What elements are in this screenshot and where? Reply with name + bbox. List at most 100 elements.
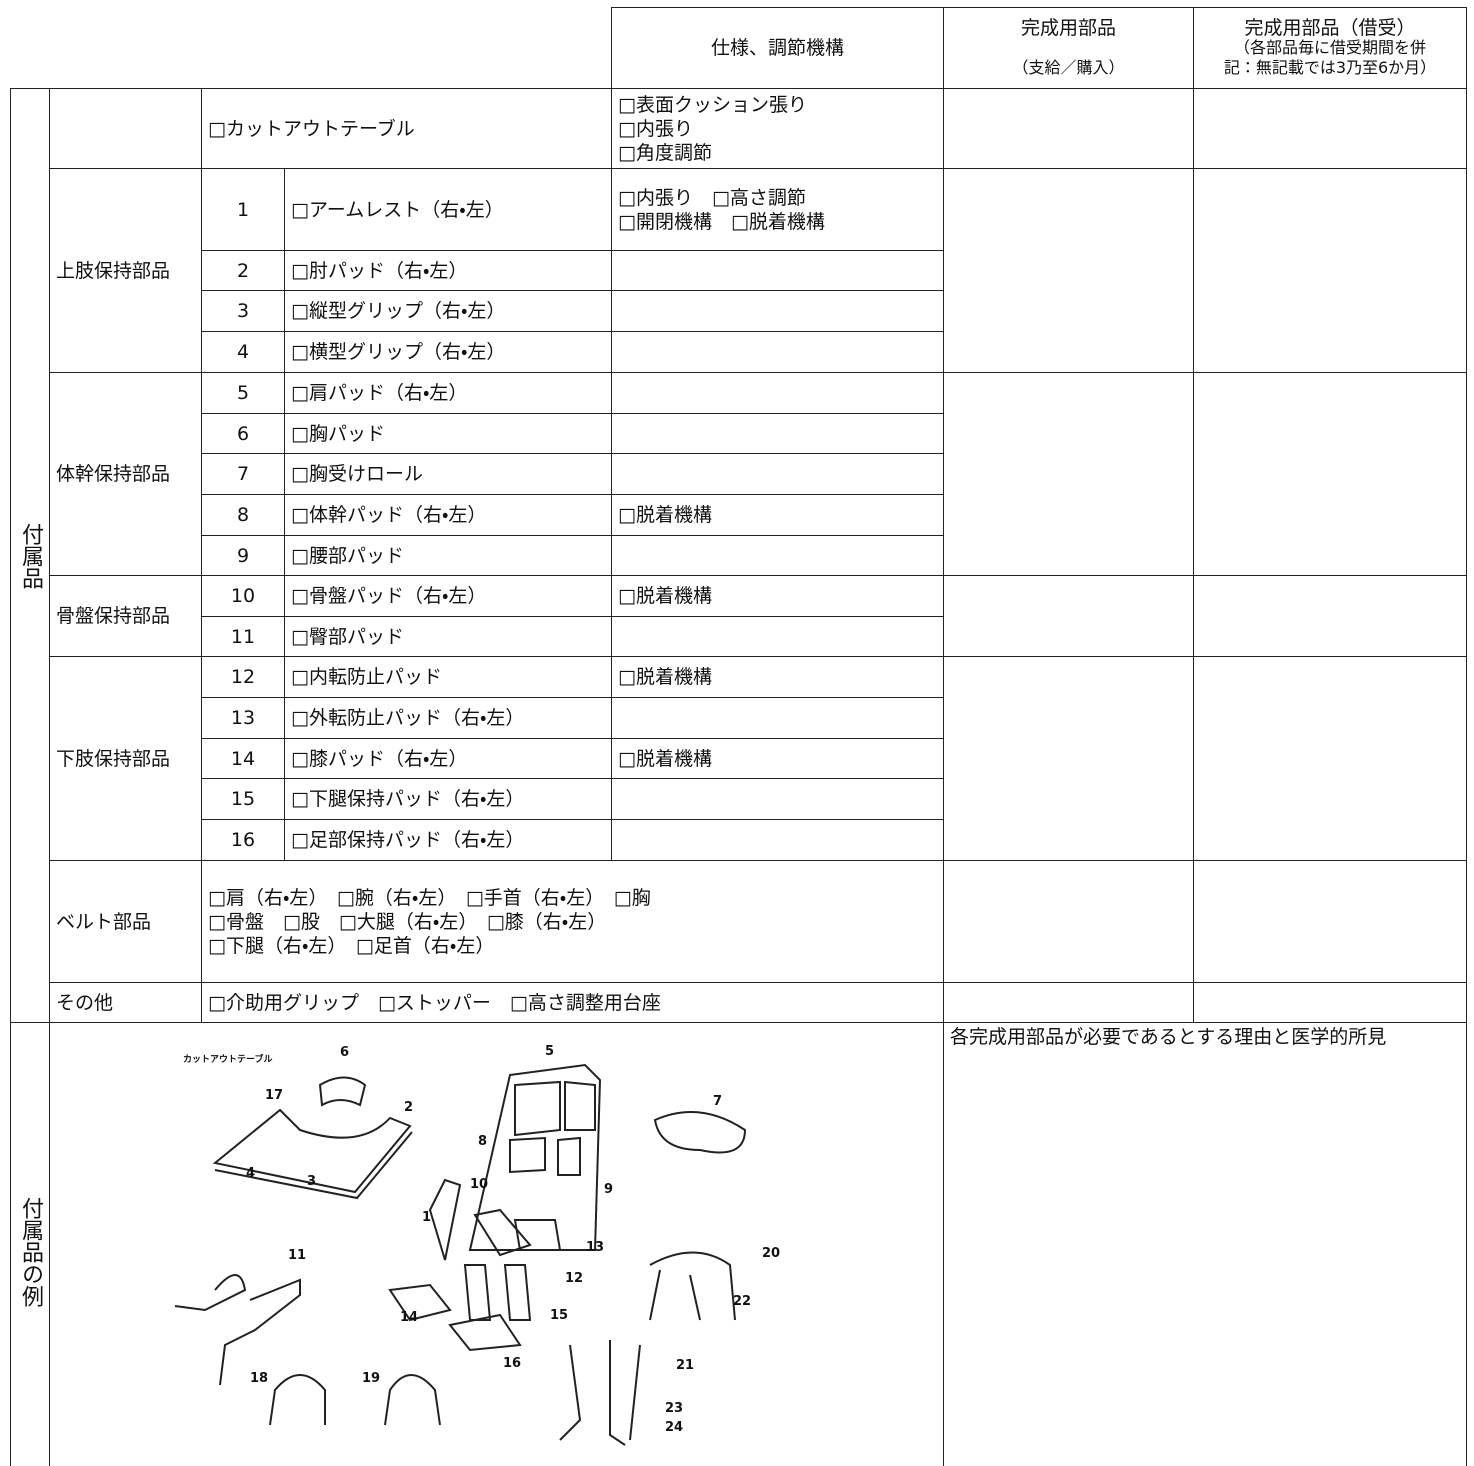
cell — [1193, 982, 1467, 1023]
group-name: 体幹保持部品 — [49, 372, 202, 576]
cell-text: □カットアウトテーブル — [208, 117, 415, 140]
item-name: □体幹パッド（右・左） — [284, 494, 612, 536]
cell-text: □内転防止パッド — [291, 666, 442, 688]
cell-text: □表面クッション張り — [618, 93, 807, 116]
item-name: □足部保持パッド（右・左） — [284, 819, 612, 861]
cell-text: 16 — [230, 829, 256, 851]
item-name: □胸受けロール — [284, 453, 612, 495]
item-name: □臀部パッド — [284, 616, 612, 657]
item-number: 12 — [201, 656, 285, 698]
item-name: □外転防止パッド（右・左） — [284, 697, 612, 739]
item-spec — [611, 819, 944, 861]
item-spec — [611, 453, 944, 495]
cell-text: 7 — [236, 463, 250, 485]
figure-label: 4 — [246, 1166, 256, 1181]
belt-cell: □肩（右・左） □腕（右・左） □手首（右・左） □胸 □骨盤 □股 □大腿（右・… — [201, 860, 944, 983]
cell-text: 4 — [236, 341, 250, 363]
cell-text: □角度調節 — [618, 141, 712, 164]
item-spec: □内張り □高さ調節 □開閉機構 □脱着機構 — [611, 168, 944, 251]
item-spec: □脱着機構 — [611, 575, 944, 617]
item-spec — [611, 372, 944, 414]
item-number: 13 — [201, 697, 285, 739]
group-name: 上肢保持部品 — [49, 168, 202, 373]
cell — [1193, 168, 1467, 373]
figure-label: 11 — [288, 1248, 307, 1263]
group-name: ベルト部品 — [49, 860, 202, 983]
item-name: □横型グリップ（右・左） — [284, 331, 612, 373]
figure-label: 23 — [665, 1401, 684, 1416]
figure-label: 9 — [604, 1182, 614, 1197]
cell — [943, 88, 1194, 169]
cell-text: 各完成用部品が必要であるとする理由と医学的所見 — [950, 1026, 1387, 1048]
group-name: 骨盤保持部品 — [49, 575, 202, 657]
item-name: □下腿保持パッド（右・左） — [284, 778, 612, 820]
header-text: （支給／購入） — [1012, 58, 1125, 77]
note-cell: 各完成用部品が必要であるとする理由と医学的所見 — [943, 1022, 1467, 1466]
item-number: 11 — [201, 616, 285, 657]
item-name: □内転防止パッド — [284, 656, 612, 698]
cell-text: □肩パッド（右・左） — [291, 382, 468, 404]
header-cell: 完成用部品 （支給／購入） — [943, 7, 1194, 89]
item-name: □縦型グリップ（右・左） — [284, 290, 612, 332]
cell-text: 3 — [236, 300, 250, 322]
item-number: 9 — [201, 535, 285, 576]
item-number: 3 — [201, 290, 285, 332]
header-cell: 完成用部品（借受） （各部品毎に借受期間を併 記：無記載では3乃至6か月） — [1193, 7, 1467, 89]
item-spec — [611, 331, 944, 373]
cell-text: □胸パッド — [291, 422, 385, 445]
item-number: 5 — [201, 372, 285, 414]
cell-text: 骨盤保持部品 — [56, 605, 171, 627]
item-number: 10 — [201, 575, 285, 617]
item-number: 2 — [201, 250, 285, 291]
item-number: 1 — [201, 168, 285, 251]
cell-text: 体幹保持部品 — [56, 463, 171, 485]
cell-text: 15 — [230, 788, 256, 810]
cell — [1193, 88, 1467, 169]
cell-text: □足部保持パッド（右・左） — [291, 829, 525, 851]
item-name: □腰部パッド — [284, 535, 612, 576]
section-label-text: 付属品 — [18, 522, 43, 589]
cell-text: □アームレスト（右・左） — [291, 198, 504, 221]
figure-cell — [49, 1022, 944, 1466]
cell-text: □臀部パッド — [291, 625, 404, 648]
cell-text: 上肢保持部品 — [56, 259, 171, 282]
figure-label: 22 — [733, 1294, 752, 1309]
cell — [943, 168, 1194, 373]
figure-label: 8 — [478, 1134, 488, 1149]
figure-label: 2 — [404, 1100, 414, 1115]
cell-text: 2 — [236, 259, 250, 282]
header-text: 記：無記載では3乃至6か月） — [1223, 58, 1437, 77]
cell-text: □介助用グリップ □ストッパー □高さ調整用台座 — [208, 991, 661, 1014]
figure-label: 16 — [503, 1356, 522, 1371]
item-name: □肩パッド（右・左） — [284, 372, 612, 414]
cell-text: □膝パッド（右・左） — [291, 747, 468, 770]
cell: □カットアウトテーブル — [201, 88, 612, 169]
cell — [1193, 656, 1467, 861]
cell-text: □脱着機構 — [618, 747, 712, 770]
item-spec — [611, 778, 944, 820]
group-name: 下肢保持部品 — [49, 656, 202, 861]
other-cell: □介助用グリップ □ストッパー □高さ調整用台座 — [201, 982, 944, 1023]
item-spec — [611, 697, 944, 739]
item-spec: □脱着機構 — [611, 656, 944, 698]
figure-label: 17 — [265, 1088, 284, 1103]
figure-label: 6 — [340, 1045, 350, 1060]
cell-text: □内張り □高さ調節 — [618, 186, 806, 209]
figure-label: 7 — [713, 1094, 723, 1109]
item-name: □膝パッド（右・左） — [284, 738, 612, 779]
cell-text: □腰部パッド — [291, 544, 404, 567]
cell-text: 下肢保持部品 — [56, 747, 171, 770]
cell-text: □脱着機構 — [618, 666, 712, 688]
cell-text: □骨盤パッド（右・左） — [291, 585, 487, 607]
cell: □表面クッション張り □内張り □角度調節 — [611, 88, 944, 169]
header-text: （各部品毎に借受期間を併 — [1233, 38, 1426, 57]
item-name: □胸パッド — [284, 413, 612, 454]
item-number: 14 — [201, 738, 285, 779]
figure-label: 5 — [545, 1044, 555, 1059]
cell-text: 14 — [230, 747, 256, 770]
figure-label: 1 — [422, 1210, 432, 1225]
cell — [1193, 860, 1467, 983]
figure-label: 21 — [676, 1358, 695, 1373]
